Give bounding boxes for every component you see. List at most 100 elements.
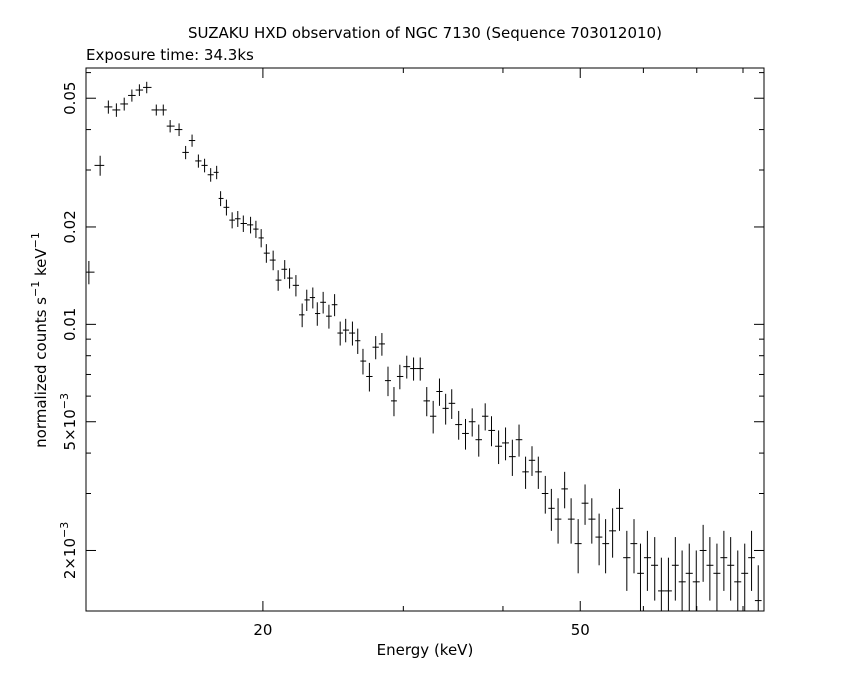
data-point [541,475,549,514]
data-point [664,557,672,611]
data-point [637,543,644,611]
y-tick-labels: 0.050.020.015×10−32×10−3 [58,82,79,580]
data-point [263,244,270,263]
data-point [699,524,707,582]
data-point [372,336,379,360]
y-tick-label-base: 5×10 [61,409,79,450]
data-point [706,537,714,601]
data-point [275,270,282,291]
data-point [651,537,659,601]
data-point [309,287,316,309]
data-point [331,294,338,317]
data-point [685,543,693,611]
data-point [720,530,728,591]
data-point [515,424,523,457]
x-axis-label: Energy (keV) [377,641,474,659]
data-point [355,328,361,354]
data-point [462,418,469,450]
data-point [548,488,555,531]
data-point [342,318,350,343]
data-point [588,498,596,544]
data-point [416,357,424,381]
data-point [201,158,208,173]
plot-frame [85,67,765,612]
data-points [86,81,762,611]
y-tick-label: 2×10−3 [58,522,79,579]
data-point [135,84,144,96]
data-point [643,530,652,591]
data-point [390,387,397,417]
data-point [448,389,456,419]
y-axis-label-exp2: −1 [29,232,42,248]
y-tick-label-exp: −3 [58,393,71,409]
x-tick-labels: 20 50 [253,621,589,639]
x-tick-label: 50 [571,621,590,639]
data-point [384,366,391,397]
data-point [602,519,610,574]
data-point [741,543,749,611]
y-tick-label: 0.01 [61,308,79,341]
data-point [188,134,196,147]
data-point [120,97,129,111]
data-point [581,484,589,525]
data-point [468,408,476,437]
data-point [713,543,721,611]
data-point [320,291,327,314]
data-point [630,519,638,574]
y-tick-label: 0.05 [61,82,79,115]
y-axis-label: normalized counts s−1 keV−1 [29,232,50,448]
data-point [281,260,288,280]
data-point [86,260,95,285]
data-point [234,211,241,227]
data-point [671,537,679,601]
data-point [423,387,430,417]
data-point [240,215,247,232]
data-point [410,357,417,381]
data-point [481,403,489,431]
data-point [692,550,700,611]
y-tick-label-exp: −3 [58,522,71,538]
data-point [218,191,224,207]
data-point [508,439,516,476]
y-tick-label-base: 2×10 [61,538,79,579]
data-point [535,456,542,489]
data-point [195,154,202,168]
data-point [159,104,167,116]
data-point [495,430,503,465]
y-tick-label: 5×10−3 [58,393,79,450]
data-point [567,498,575,544]
data-point [292,275,300,297]
data-point [326,304,332,329]
data-point [475,424,482,457]
data-point [436,378,443,406]
data-point [429,400,437,434]
data-point [182,145,189,160]
y-tick-label: 0.02 [61,210,79,243]
data-point [166,120,175,133]
data-point [174,123,183,137]
data-point [678,550,686,611]
axis-ticks [86,68,764,611]
y-axis-label-exp1: −1 [29,281,42,297]
data-point [748,530,755,591]
data-point [502,427,509,461]
data-point [104,100,113,114]
data-point [128,89,136,102]
data-point [360,348,367,375]
data-point [299,303,305,328]
data-point [213,165,219,180]
data-point [616,488,624,531]
x-tick-label: 20 [253,621,272,639]
data-point [396,364,404,390]
data-point [623,530,631,591]
data-point [754,565,762,611]
data-point [554,498,562,544]
data-point [734,550,742,611]
data-point [595,513,603,566]
data-point [287,268,293,289]
data-point [574,519,582,574]
data-point [207,168,214,182]
data-point [258,229,264,248]
chart-subtitle: Exposure time: 34.3ks [86,46,254,64]
